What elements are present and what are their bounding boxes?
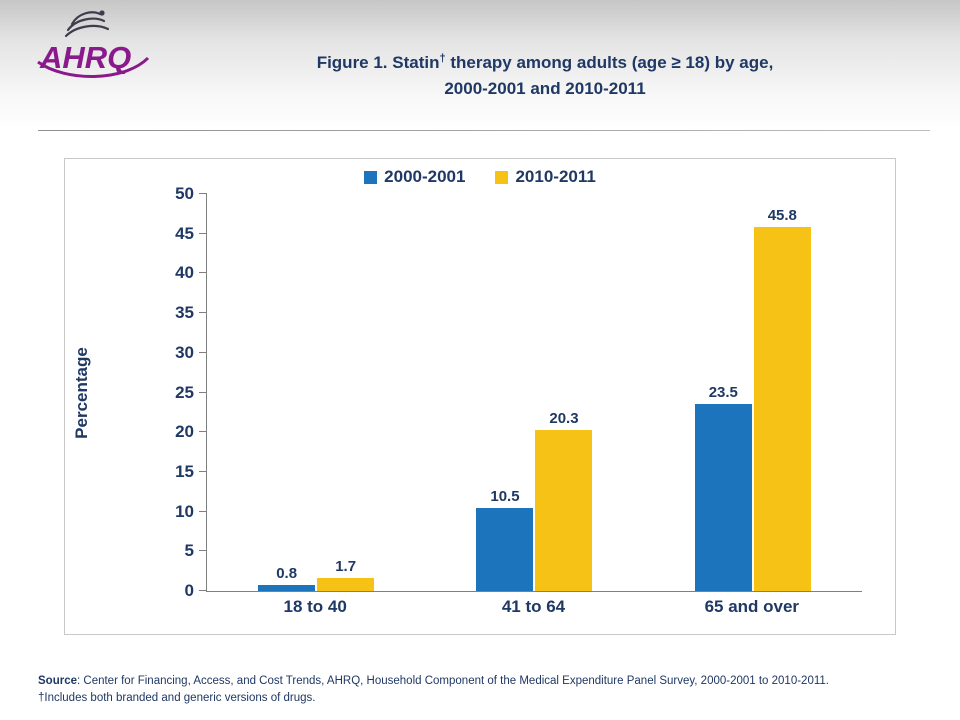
title-line-2: 2000-2001 and 2010-2011 bbox=[444, 78, 646, 98]
bar-column: 45.8 bbox=[753, 207, 811, 591]
y-tick-mark bbox=[199, 232, 207, 234]
ahrq-logo-graphic: AHRQ bbox=[37, 10, 150, 78]
source-line: Source: Center for Financing, Access, an… bbox=[38, 673, 932, 690]
y-tick-label: 5 bbox=[184, 541, 194, 561]
bar-column: 23.5 bbox=[694, 384, 752, 591]
y-tick-mark bbox=[199, 510, 207, 512]
y-tick-label: 20 bbox=[175, 422, 194, 442]
bar-2010-2011-41-to-64 bbox=[535, 429, 593, 591]
bar-value-label: 45.8 bbox=[767, 207, 797, 225]
bar-2000-2001-41-to-64 bbox=[476, 507, 534, 591]
bar-group-41-to-64: 10.5 20.3 bbox=[476, 409, 593, 591]
header-divider bbox=[38, 130, 930, 131]
x-category-label: 41 to 64 bbox=[501, 597, 566, 616]
y-axis-labels: 0 5 10 15 20 25 30 35 40 45 50 bbox=[148, 184, 194, 600]
legend-item-2000-2001: 2000-2001 bbox=[364, 167, 465, 187]
ahrq-logo: AHRQ bbox=[36, 4, 152, 86]
bar-value-label: 1.7 bbox=[335, 557, 357, 575]
dagger-superscript: † bbox=[439, 52, 446, 65]
bar-column: 1.7 bbox=[317, 557, 375, 591]
source-text: : Center for Financing, Access, and Cost… bbox=[77, 675, 829, 687]
y-tick-label: 15 bbox=[175, 461, 194, 481]
y-tick-mark bbox=[199, 550, 207, 552]
y-tick-label: 10 bbox=[175, 501, 194, 521]
y-tick-mark bbox=[199, 351, 207, 353]
bar-value-label: 20.3 bbox=[549, 409, 579, 427]
legend-label: 2000-2001 bbox=[384, 167, 466, 186]
y-axis-title: Percentage bbox=[72, 346, 92, 439]
y-tick-label: 45 bbox=[175, 223, 194, 243]
plot-area: 0.8 1.7 10.5 20.3 23.5 45.8 bbox=[199, 193, 862, 592]
y-tick-label: 30 bbox=[175, 342, 194, 362]
x-category-label: 65 and over bbox=[704, 597, 800, 616]
x-category-label: 18 to 40 bbox=[283, 597, 347, 616]
y-tick-label: 50 bbox=[175, 184, 194, 203]
y-tick-label: 0 bbox=[184, 581, 194, 600]
slide-header: AHRQ Figure 1. Statin† therapy among adu… bbox=[0, 0, 960, 131]
legend-item-2010-2011: 2010-2011 bbox=[495, 167, 596, 187]
bar-2010-2011-18-to-40 bbox=[317, 577, 375, 591]
chart-panel: 2000-2001 2010-2011 Percentage 0 5 10 15 20 25… bbox=[64, 158, 896, 635]
y-tick-label: 40 bbox=[175, 263, 194, 283]
bar-column: 0.8 bbox=[258, 564, 316, 591]
bar-column: 20.3 bbox=[535, 409, 593, 591]
legend-swatch bbox=[364, 170, 378, 184]
y-tick-mark bbox=[199, 272, 207, 274]
y-tick-mark bbox=[199, 193, 207, 194]
y-tick-mark bbox=[199, 391, 207, 393]
source-note: Source: Center for Financing, Access, an… bbox=[38, 673, 932, 706]
bar-column: 10.5 bbox=[476, 487, 534, 591]
y-tick-mark bbox=[199, 590, 207, 591]
title-line-1: Figure 1. Statin† therapy among adults (… bbox=[316, 52, 774, 72]
bar-2000-2001-65-and-over bbox=[694, 404, 752, 591]
y-tick-mark bbox=[199, 431, 207, 433]
legend-swatch bbox=[495, 170, 509, 184]
bar-2000-2001-18-to-40 bbox=[258, 584, 316, 591]
source-label: Source bbox=[38, 675, 77, 687]
bar-value-label: 10.5 bbox=[490, 487, 520, 505]
legend: 2000-2001 2010-2011 bbox=[65, 167, 895, 187]
footnote-line: †Includes both branded and generic versi… bbox=[38, 691, 316, 704]
y-tick-mark bbox=[199, 470, 207, 472]
bar-value-label: 23.5 bbox=[708, 384, 738, 402]
bar-value-label: 0.8 bbox=[276, 564, 298, 582]
bar-2010-2011-65-and-over bbox=[753, 227, 811, 591]
x-axis-labels: 18 to 40 41 to 64 65 and over bbox=[206, 597, 861, 617]
y-tick-label: 35 bbox=[175, 303, 194, 323]
bar-group-65-and-over: 23.5 45.8 bbox=[694, 207, 811, 591]
bar-group-18-to-40: 0.8 1.7 bbox=[258, 557, 375, 591]
hhs-eagle-icon bbox=[64, 11, 110, 38]
page-title: Figure 1. Statin† therapy among adults (… bbox=[170, 50, 920, 101]
logo-swoosh bbox=[37, 56, 150, 78]
y-tick-mark bbox=[199, 312, 207, 314]
legend-label: 2010-2011 bbox=[515, 167, 596, 186]
y-tick-label: 25 bbox=[175, 382, 194, 402]
